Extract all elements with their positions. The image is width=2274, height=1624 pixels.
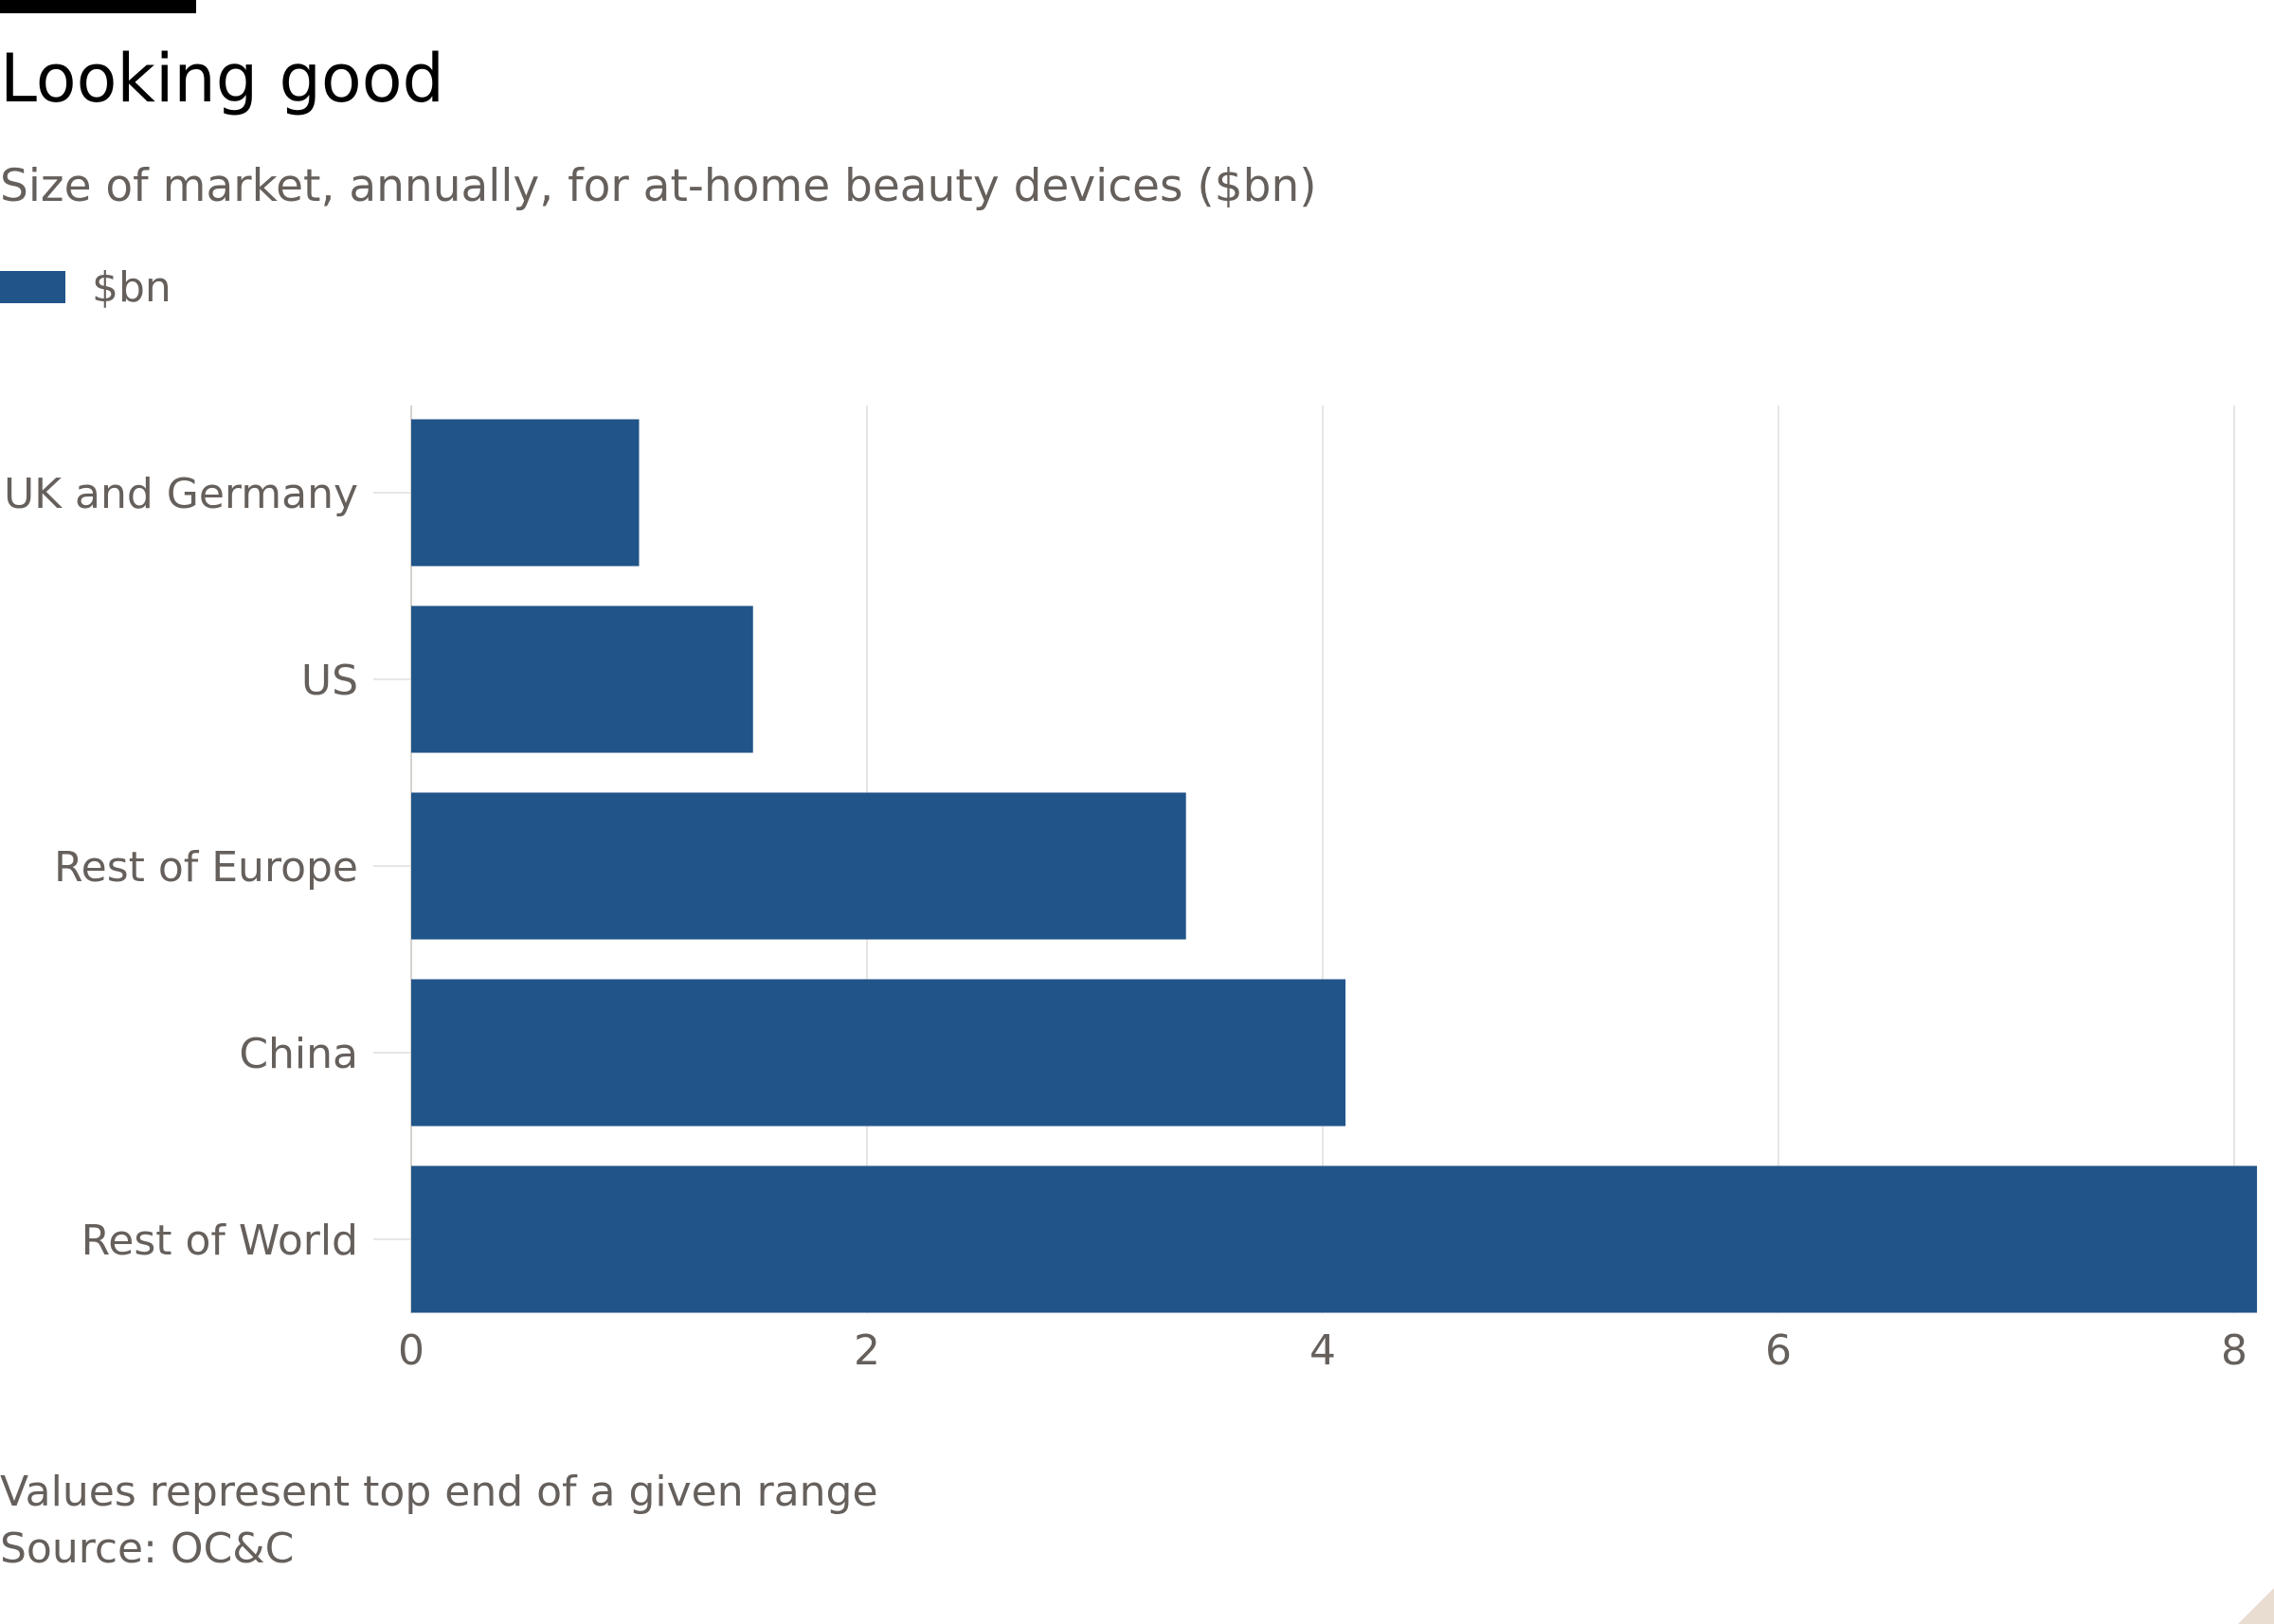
bar bbox=[411, 1165, 2258, 1313]
tick-labels: 0 2 4 6 8 bbox=[398, 1326, 2247, 1375]
bar bbox=[411, 979, 1346, 1127]
bar bbox=[411, 605, 753, 753]
x-tick-label: 2 bbox=[854, 1326, 880, 1375]
chart-subtitle: Size of market, annually, for at-home be… bbox=[0, 160, 1317, 212]
category-label: China bbox=[239, 1030, 358, 1078]
x-tick-label: 8 bbox=[2221, 1326, 2247, 1375]
category-label: US bbox=[301, 657, 358, 705]
top-rule bbox=[0, 0, 196, 13]
corner-decoration bbox=[2238, 1588, 2274, 1624]
category-label: Rest of Europe bbox=[54, 843, 358, 892]
bar bbox=[411, 792, 1186, 940]
legend-label: $bn bbox=[92, 262, 171, 312]
chart-source: Source: OC&C bbox=[0, 1525, 295, 1573]
x-tick-label: 0 bbox=[398, 1326, 424, 1375]
chart-note: Values represent top end of a given rang… bbox=[0, 1468, 878, 1516]
legend: $bn bbox=[0, 254, 171, 320]
bars bbox=[411, 419, 2258, 1313]
legend-swatch bbox=[0, 271, 65, 303]
chart-title: Looking good bbox=[0, 40, 444, 117]
category-label: Rest of World bbox=[81, 1217, 358, 1265]
x-tick-label: 6 bbox=[1765, 1326, 1792, 1375]
x-tick-label: 4 bbox=[1309, 1326, 1336, 1375]
bar bbox=[411, 419, 640, 567]
category-labels: UK and Germany US Rest of Europe China Rest … bbox=[4, 470, 358, 1265]
category-label: UK and Germany bbox=[4, 470, 358, 518]
